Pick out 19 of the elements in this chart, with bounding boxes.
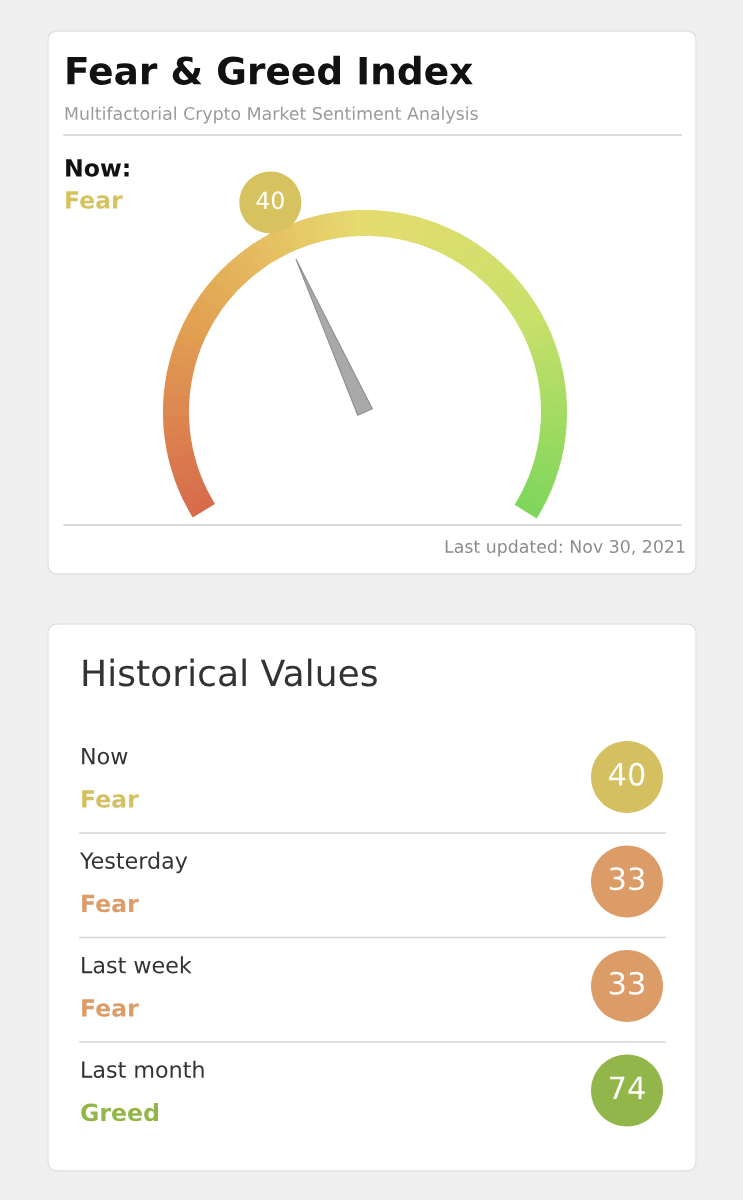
text: Fear & Greed Index	[67, 55, 473, 85]
text: Last month	[82, 1060, 204, 1078]
data-label: 74	[610, 1076, 645, 1099]
data-label: 33	[609, 971, 644, 995]
data-label: 40	[256, 191, 284, 210]
text: Now:	[66, 159, 129, 177]
text: Now	[82, 747, 128, 765]
text: Historical Values	[83, 658, 377, 687]
text: Yesterday	[79, 851, 188, 874]
text: Greed	[81, 1103, 158, 1122]
text: Multifactorial Crypto Market Sentiment Analysis	[65, 106, 478, 124]
text: Fear	[82, 999, 139, 1017]
text: Fear	[82, 790, 139, 808]
text: Last week	[82, 956, 192, 974]
data-label: 33	[609, 867, 644, 891]
data-label: 40	[609, 762, 645, 786]
text: Fear	[66, 191, 123, 209]
text: Last updated: Nov 30, 2021	[445, 539, 685, 557]
text: Fear	[82, 894, 139, 913]
